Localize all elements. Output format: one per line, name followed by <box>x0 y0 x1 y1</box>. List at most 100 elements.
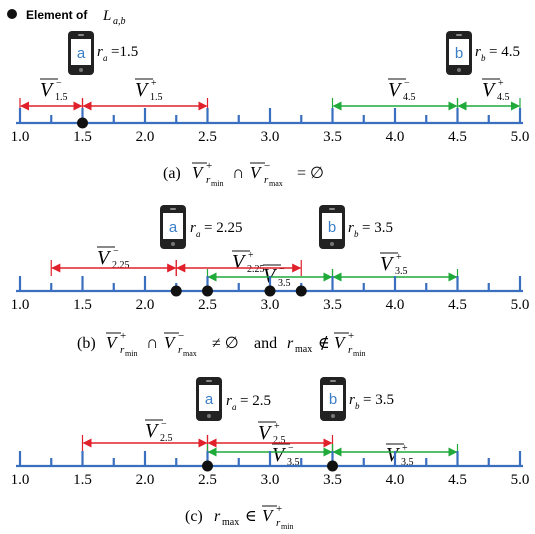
caption-intersect: ∩ <box>146 333 158 352</box>
phone-b-screen <box>322 213 342 239</box>
phone-b-speaker <box>329 208 335 210</box>
legend-label: Element of <box>26 8 88 22</box>
phone-a-letter: a <box>169 219 178 236</box>
phone-a: a <box>196 377 222 421</box>
caption-v-rmax-symbol: V <box>164 333 177 352</box>
phone-a-speaker <box>170 208 176 210</box>
v-minus-2-5-sup: − <box>161 419 167 430</box>
element-dot <box>202 285 213 297</box>
element-dot <box>77 117 88 129</box>
phone-b-home-button <box>457 68 461 72</box>
phone-b-speaker <box>456 34 462 36</box>
caption-rmax: r <box>287 335 294 352</box>
caption-v-rmax-sup: − <box>178 330 184 342</box>
r-a-label-value: =1.5 <box>111 44 138 60</box>
phone-a-home-button <box>79 68 83 72</box>
r-a-label-r: r <box>190 220 196 236</box>
caption-v-rmin-2-sup: + <box>348 330 354 342</box>
r-b-label-sub: b <box>481 53 486 63</box>
v-plus-3-5-symbol: V <box>386 444 401 466</box>
r-b-label-r: r <box>348 220 354 236</box>
v-minus-1-5-sub: 1.5 <box>55 92 68 103</box>
axis-tick-label: 4.5 <box>448 129 467 145</box>
axis-tick-label: 5.0 <box>511 129 530 145</box>
caption-and: and <box>254 335 277 352</box>
axis-tick-label: 3.5 <box>323 129 342 145</box>
caption-v-rmin-symbol: V <box>262 506 275 525</box>
caption-v-rmin-2-subsub: min <box>353 349 365 358</box>
r-b-label-r: r <box>349 392 355 408</box>
r-b-label-value: = 4.5 <box>489 44 520 60</box>
v-plus-4-5-sup: + <box>498 78 504 89</box>
caption-v-rmax-subsub: max <box>269 179 283 188</box>
v-plus-1-5-sup: + <box>151 78 157 89</box>
phone-a-screen <box>199 385 219 411</box>
v-plus-4-5-symbol: V <box>482 79 497 101</box>
v-minus-3-5-sup: − <box>279 264 285 275</box>
panel-c: a r a = 2.5 b r b = 3.5V −2.5 V +2.5V −3.5 V +3.51.0 1… <box>11 377 530 531</box>
phone-b: b <box>319 205 345 249</box>
caption-intersect: ∩ <box>232 163 244 182</box>
caption-v-rmin-subsub: min <box>125 349 137 358</box>
caption-v-rmin-sub: r <box>276 517 281 529</box>
caption-rmax: r <box>214 508 221 525</box>
caption-v-rmin-sub: r <box>206 174 211 186</box>
axis-tick-label: 4.5 <box>448 297 467 313</box>
v-minus-4-5-sub: 4.5 <box>403 92 416 103</box>
phone-b-speaker <box>330 380 336 382</box>
v-minus-2-25-symbol: V <box>97 247 112 269</box>
caption-notin: ∉ <box>318 335 330 352</box>
v-plus-3-5-sub: 3.5 <box>401 457 414 468</box>
v-minus-2-25-sup: − <box>113 246 119 257</box>
v-plus-2-5-symbol: V <box>258 422 273 444</box>
axis-tick-label: 1.5 <box>73 472 92 488</box>
phone-b: b <box>446 31 472 75</box>
v-minus-1-5-sup: − <box>56 78 62 89</box>
axis-tick-label: 2.5 <box>198 472 217 488</box>
v-minus-3-5-sub: 3.5 <box>287 457 300 468</box>
r-a-label-value: = 2.5 <box>240 393 271 409</box>
axis-tick-label: 2.5 <box>198 129 217 145</box>
caption-v-rmax-sub: r <box>178 344 183 356</box>
legend-symbol: L <box>102 8 111 24</box>
v-plus-2-5-sup: + <box>274 421 280 432</box>
r-a-label-sub: a <box>232 402 237 412</box>
axis-tick-label: 5.0 <box>511 297 530 313</box>
axis-tick-label: 3.5 <box>323 472 342 488</box>
r-a-label-sub: a <box>196 229 201 239</box>
r-a-label-value: = 2.25 <box>204 220 242 236</box>
phone-a-letter: a <box>205 391 214 408</box>
caption-v-rmin-2-sub: r <box>348 344 353 356</box>
legend-symbol-subscript: a,b <box>113 16 126 27</box>
caption-label: (a) <box>163 165 181 182</box>
axis-tick-label: 2.0 <box>136 297 155 313</box>
caption-rmax-sub: max <box>222 517 239 528</box>
phone-a-letter: a <box>77 45 86 62</box>
v-plus-1-5-sub: 1.5 <box>150 92 163 103</box>
axis-tick-label: 4.0 <box>386 297 405 313</box>
v-plus-3-5-sup: + <box>396 252 402 263</box>
v-plus-1-5-symbol: V <box>135 79 150 101</box>
v-minus-2-5-symbol: V <box>145 420 160 442</box>
v-minus-3-5-sub: 3.5 <box>278 278 291 289</box>
caption-label: (b) <box>77 335 96 352</box>
axis-tick-label: 5.0 <box>511 472 530 488</box>
r-b-label-value: = 3.5 <box>362 220 393 236</box>
axis-tick-label: 4.0 <box>386 129 405 145</box>
element-dot <box>202 460 213 472</box>
element-dot <box>170 285 182 297</box>
phone-b-letter: b <box>329 391 337 408</box>
v-minus-1-5-symbol: V <box>40 79 55 101</box>
r-b-label-sub: b <box>355 401 360 411</box>
axis-tick-label: 1.0 <box>11 472 30 488</box>
phone-a-screen <box>163 213 183 239</box>
axis-tick-label: 3.5 <box>323 297 342 313</box>
r-a-label-r: r <box>97 44 103 60</box>
phone-b-home-button <box>330 242 334 246</box>
panel-a: a r a =1.5 b r b = 4.5V −1.5 V +1.5 V −4.5 V +4.51.0 1.… <box>11 31 530 188</box>
axis-tick-label: 1.0 <box>11 129 30 145</box>
axis-tick-label: 2.0 <box>136 472 155 488</box>
phone-b-screen <box>449 39 469 65</box>
phone-b: b <box>320 377 346 421</box>
